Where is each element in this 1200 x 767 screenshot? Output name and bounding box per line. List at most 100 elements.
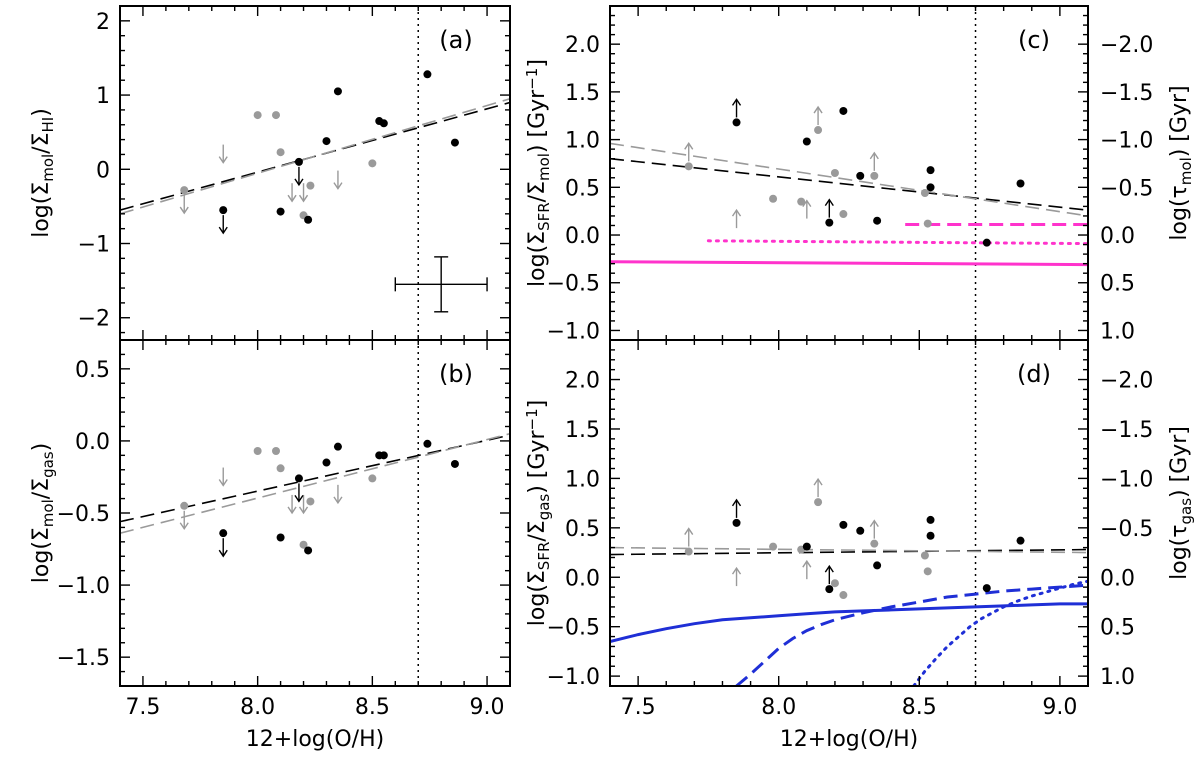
x-axis-label: 12+log(O/H) (780, 727, 918, 752)
y-right-axis-label-part: ) [Gyr] (1167, 426, 1192, 498)
gray-point (368, 159, 377, 168)
gray-lower-limit-head (813, 477, 823, 486)
y-axis-label: log(Σmol/Σgas) (29, 443, 57, 583)
black-point (802, 542, 811, 551)
y-tick-label: 1.0 (565, 467, 600, 492)
black-upper-limit-head (218, 549, 228, 558)
gray-upper-limit-head (333, 182, 343, 190)
x-tick-label: 8.0 (761, 695, 796, 720)
y-tick-label: 0 (96, 158, 110, 183)
gray-point (797, 197, 806, 206)
y-right-tick-label: −0.5 (1100, 517, 1153, 542)
gray-lower-limit-head (813, 105, 823, 114)
black-point (839, 520, 848, 529)
gray-point (368, 474, 377, 483)
gray-point (814, 498, 823, 507)
y-tick-label: 1.5 (565, 418, 600, 443)
y-axis-label-part: log(Σ (29, 527, 54, 583)
fit-line-black-fit (120, 101, 510, 211)
gray-point (684, 547, 693, 556)
black-point (379, 451, 388, 460)
y-axis-label: log(Σmol/ΣHI) (29, 108, 57, 238)
fit-line-gray-fit (610, 142, 1088, 217)
y-tick-label: 0.5 (565, 176, 600, 201)
panel-a: −2 −1 0 1 2 (a) log(Σmol/ΣHI) (29, 5, 511, 341)
y-axis-label-part: gas (39, 451, 57, 478)
fit-line-gray-fit (120, 432, 510, 534)
y-right-tick-label: 1.0 (1100, 665, 1135, 690)
gray-point (839, 210, 848, 219)
panel-frame (609, 339, 1089, 687)
black-point (1016, 536, 1025, 545)
black-lower-limit-head (731, 498, 742, 507)
y-axis-label-part: /Σ (29, 132, 54, 153)
fit-line-black-fit (610, 548, 1088, 556)
panel-c: −1.0 1.0 −0.5 0.5 0.0 0.0 0.5 −0.5 1.0 −1.0 1.5 −1.… (523, 5, 1195, 344)
model-line-dotted-model (706, 239, 1088, 246)
y-tick-label: 2 (96, 10, 110, 35)
panel-frame (119, 5, 511, 341)
y-axis-label: log(ΣSFR/Σmol) [Gyr−1] (523, 59, 552, 287)
y-axis-label-part: HI (39, 117, 57, 133)
y-axis-label-part: ) [Gyr (525, 89, 550, 153)
panel-b: 7.5 8.0 8.5 9.0 12+log(O/H) −1.5 −1.0 −0.5 0.0 0.… (29, 339, 511, 752)
panel-tag: (b) (439, 360, 473, 388)
x-tick-label: 9.0 (1042, 695, 1077, 720)
black-upper-limit-head (218, 226, 228, 235)
gray-point (769, 542, 778, 551)
gray-point (299, 540, 308, 549)
y-right-tick-label: −1.0 (1100, 467, 1153, 492)
gray-point (830, 579, 839, 588)
black-point (926, 166, 935, 175)
gray-upper-limit-head (179, 522, 189, 531)
x-tick-label: 7.5 (125, 695, 160, 720)
black-point (276, 533, 285, 542)
y-axis-label-part: SFR (535, 202, 553, 231)
y-axis-label-part: gas (535, 494, 553, 521)
black-limit-point (294, 474, 303, 483)
black-upper-limit-head (294, 495, 304, 503)
gray-lower-limit-head (684, 142, 694, 150)
gray-upper-limit-head (298, 194, 309, 203)
y-axis-label-part: ] (525, 400, 550, 409)
model-line-dashed-model (735, 583, 1088, 686)
y-tick-label: −1 (78, 233, 110, 258)
y-axis-label-part: ] (525, 59, 550, 68)
gray-lower-limit-head (802, 199, 812, 207)
black-point (873, 216, 882, 225)
y-right-tick-label: −1.0 (1100, 129, 1153, 154)
y-right-axis-label-part: gas (1177, 498, 1195, 525)
black-lower-limit-head (731, 98, 742, 106)
y-right-tick-label: −0.5 (1100, 176, 1153, 201)
gray-point (272, 111, 280, 120)
panel-tag: (c) (1018, 26, 1050, 54)
y-axis-label-part: ) (29, 108, 54, 117)
gray-lower-limit-head (869, 519, 879, 528)
y-tick-label: 0.0 (75, 430, 110, 455)
y-tick-label: −1.5 (57, 646, 110, 671)
black-point (926, 531, 935, 540)
fit-line-black-fit (610, 157, 1088, 212)
x-axis-label: 12+log(O/H) (246, 727, 384, 752)
gray-point (272, 447, 280, 456)
gray-point (920, 189, 929, 198)
gray-point (870, 171, 879, 180)
black-point (333, 87, 342, 96)
model-line-solid-model (610, 602, 1088, 643)
gray-point (814, 126, 823, 135)
black-point (304, 215, 313, 224)
black-limit-point (825, 218, 834, 227)
y-right-tick-label: −2.0 (1100, 33, 1153, 58)
black-lower-limit-head (824, 198, 834, 207)
black-limit-point (294, 157, 303, 166)
y-tick-label: −1.0 (547, 665, 600, 690)
y-right-axis-label-part: ) [Gyr] (1167, 85, 1192, 157)
plot-area-d (610, 340, 1088, 686)
gray-upper-limit-head (298, 506, 309, 515)
y-tick-label: 2.0 (565, 33, 600, 58)
black-point (379, 119, 388, 128)
gray-point (180, 186, 189, 195)
plot-area-c (610, 6, 1088, 340)
gray-lower-limit-head (731, 208, 742, 217)
